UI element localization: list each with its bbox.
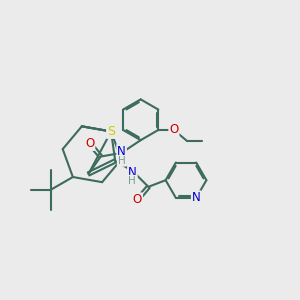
Text: O: O xyxy=(133,193,142,206)
Text: N: N xyxy=(192,191,201,204)
Text: H: H xyxy=(118,156,125,166)
Text: O: O xyxy=(169,124,178,136)
Text: N: N xyxy=(117,145,126,158)
Text: N: N xyxy=(128,166,137,179)
Text: H: H xyxy=(128,176,136,186)
Text: O: O xyxy=(85,137,94,150)
Text: S: S xyxy=(107,125,115,138)
